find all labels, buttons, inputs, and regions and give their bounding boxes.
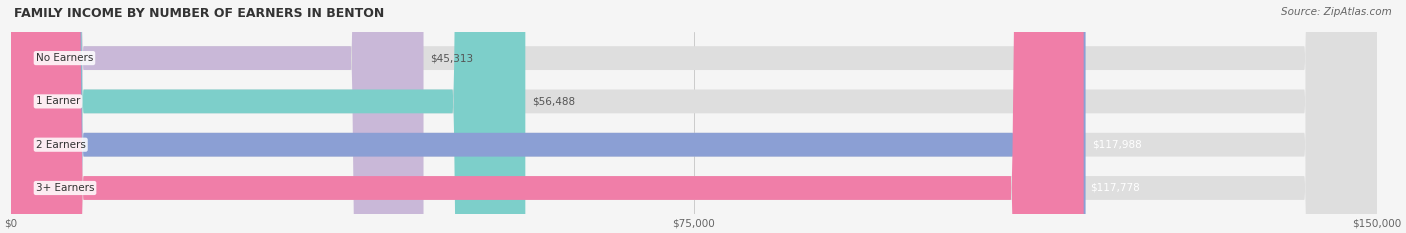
Text: 1 Earner: 1 Earner	[35, 96, 80, 106]
Text: Source: ZipAtlas.com: Source: ZipAtlas.com	[1281, 7, 1392, 17]
FancyBboxPatch shape	[11, 0, 1378, 233]
FancyBboxPatch shape	[11, 0, 423, 233]
Text: 2 Earners: 2 Earners	[35, 140, 86, 150]
FancyBboxPatch shape	[11, 0, 526, 233]
Text: $45,313: $45,313	[430, 53, 474, 63]
Text: FAMILY INCOME BY NUMBER OF EARNERS IN BENTON: FAMILY INCOME BY NUMBER OF EARNERS IN BE…	[14, 7, 384, 20]
FancyBboxPatch shape	[11, 0, 1084, 233]
FancyBboxPatch shape	[11, 0, 1378, 233]
FancyBboxPatch shape	[11, 0, 1378, 233]
Text: 3+ Earners: 3+ Earners	[35, 183, 94, 193]
Text: No Earners: No Earners	[35, 53, 93, 63]
FancyBboxPatch shape	[11, 0, 1378, 233]
Text: $117,988: $117,988	[1092, 140, 1142, 150]
Text: $56,488: $56,488	[531, 96, 575, 106]
Text: $117,778: $117,778	[1091, 183, 1140, 193]
FancyBboxPatch shape	[11, 0, 1085, 233]
